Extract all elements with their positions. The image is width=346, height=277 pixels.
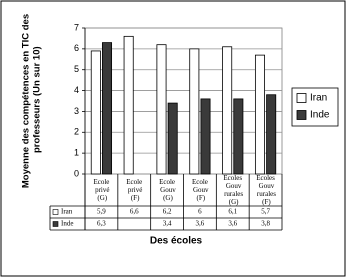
data-label: 3,8 [261,220,270,228]
legend-label: Inde [310,110,330,121]
data-label: 5,7 [261,208,270,216]
table-row-label: Inde [61,220,73,228]
data-label: 6 [198,208,202,216]
x-tick-label: Ecoles Gouv rurales (G) [222,174,243,206]
y-tick-label: 6 [74,43,79,53]
x-axis-label: Des écoles [150,236,203,247]
data-label: 3,6 [228,220,237,228]
bar [167,102,178,175]
y-tick-label: 7 [74,22,79,32]
data-label: 3,4 [163,220,172,228]
table-legend-key [52,209,59,215]
data-label: 3,6 [196,220,205,228]
bar [254,54,265,175]
bar [90,50,101,175]
y-tick-label: 5 [74,64,79,74]
y-tick-label: 1 [74,148,79,158]
table-row-label: Iran [61,208,73,216]
data-label: 6,3 [97,220,106,228]
bar [222,46,233,175]
bar [189,48,200,175]
x-tick-label: Ecoles Gouv rurales (F) [255,174,276,206]
data-label: 6,2 [163,208,172,216]
y-axis-label: Moyenne des compétences en TIC des profe… [20,14,42,188]
y-tick-label: 3 [74,106,79,116]
x-tick-label: Ecole privé (G) [93,178,109,202]
plot-area [84,27,283,175]
data-label: 5,9 [97,208,106,216]
x-tick-label: Ecole Gouv (G) [158,178,176,202]
x-tick-label: Ecole Gouv (F) [191,178,209,202]
legend-key [296,93,307,103]
bar [200,98,211,175]
y-tick-label: 0 [74,168,79,178]
bar [102,42,113,175]
bar [233,98,244,175]
bar [266,94,277,175]
bar [123,35,134,175]
y-tick-label: 2 [74,127,79,137]
legend-key [296,110,307,120]
y-tick-label: 4 [74,85,79,95]
legend-label: Iran [310,93,327,104]
table-legend-key [52,221,59,227]
data-label: 6,6 [130,208,139,216]
bar [156,44,167,175]
x-tick-label: Ecole privé (F) [126,178,142,202]
data-label: 6,1 [228,208,237,216]
